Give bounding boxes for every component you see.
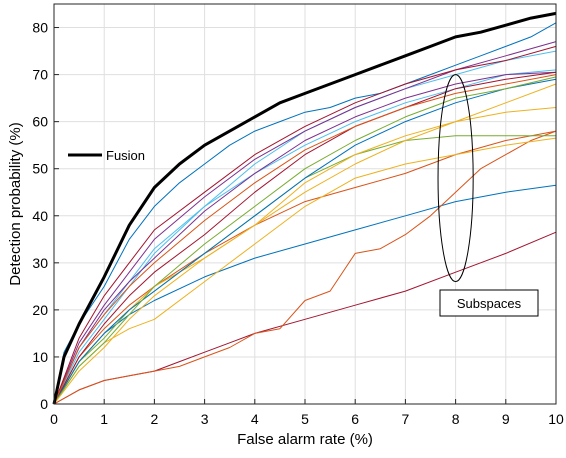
y-tick-label: 0 (40, 396, 48, 412)
series-line-fusion (52, 11, 557, 405)
series-lines (52, 11, 557, 405)
series-line-subspace (53, 22, 557, 405)
x-tick-label: 6 (351, 411, 359, 427)
x-tick-label: 8 (452, 411, 460, 427)
series-line-subspace (53, 71, 557, 405)
x-ticks: 0 1 2 3 4 5 6 7 8 9 10 (50, 399, 564, 427)
series-line-subspace (53, 74, 557, 405)
series-line-subspace (53, 76, 557, 405)
x-axis-label: False alarm rate (%) (237, 431, 373, 448)
x-tick-label: 3 (201, 411, 209, 427)
y-axis-label: Detection probability (%) (7, 122, 24, 285)
subspaces-ellipse (437, 74, 474, 283)
legend-label-fusion: Fusion (106, 148, 145, 163)
x-tick-label: 4 (251, 411, 259, 427)
x-tick-label: 0 (50, 411, 58, 427)
series-line-subspace (53, 71, 557, 405)
y-tick-label: 50 (32, 161, 48, 177)
x-tick-label: 1 (100, 411, 108, 427)
x-tick-label: 10 (548, 411, 564, 427)
subspaces-label-box (439, 289, 539, 317)
subspaces-label: Subspaces (457, 296, 522, 311)
y-tick-label: 10 (32, 349, 48, 365)
series-line-subspace (53, 45, 557, 405)
x-tick-label: 5 (301, 411, 309, 427)
y-tick-label: 60 (32, 114, 48, 130)
y-tick-label: 40 (32, 208, 48, 224)
y-tick-label: 30 (32, 255, 48, 271)
x-tick-label: 7 (402, 411, 410, 427)
series-line-subspace (53, 78, 557, 405)
legend: Fusion (68, 148, 145, 163)
y-ticks: 0 10 20 30 40 50 60 70 80 (32, 20, 59, 412)
y-tick-label: 70 (32, 67, 48, 83)
y-tick-label: 80 (32, 20, 48, 36)
series-line-subspace (53, 107, 557, 405)
grid (54, 4, 556, 404)
x-tick-label: 2 (151, 411, 159, 427)
series-line-subspace (53, 130, 557, 405)
x-tick-label: 9 (502, 411, 510, 427)
y-tick-label: 20 (32, 302, 48, 318)
subspaces-annotation: Subspaces (437, 74, 539, 317)
